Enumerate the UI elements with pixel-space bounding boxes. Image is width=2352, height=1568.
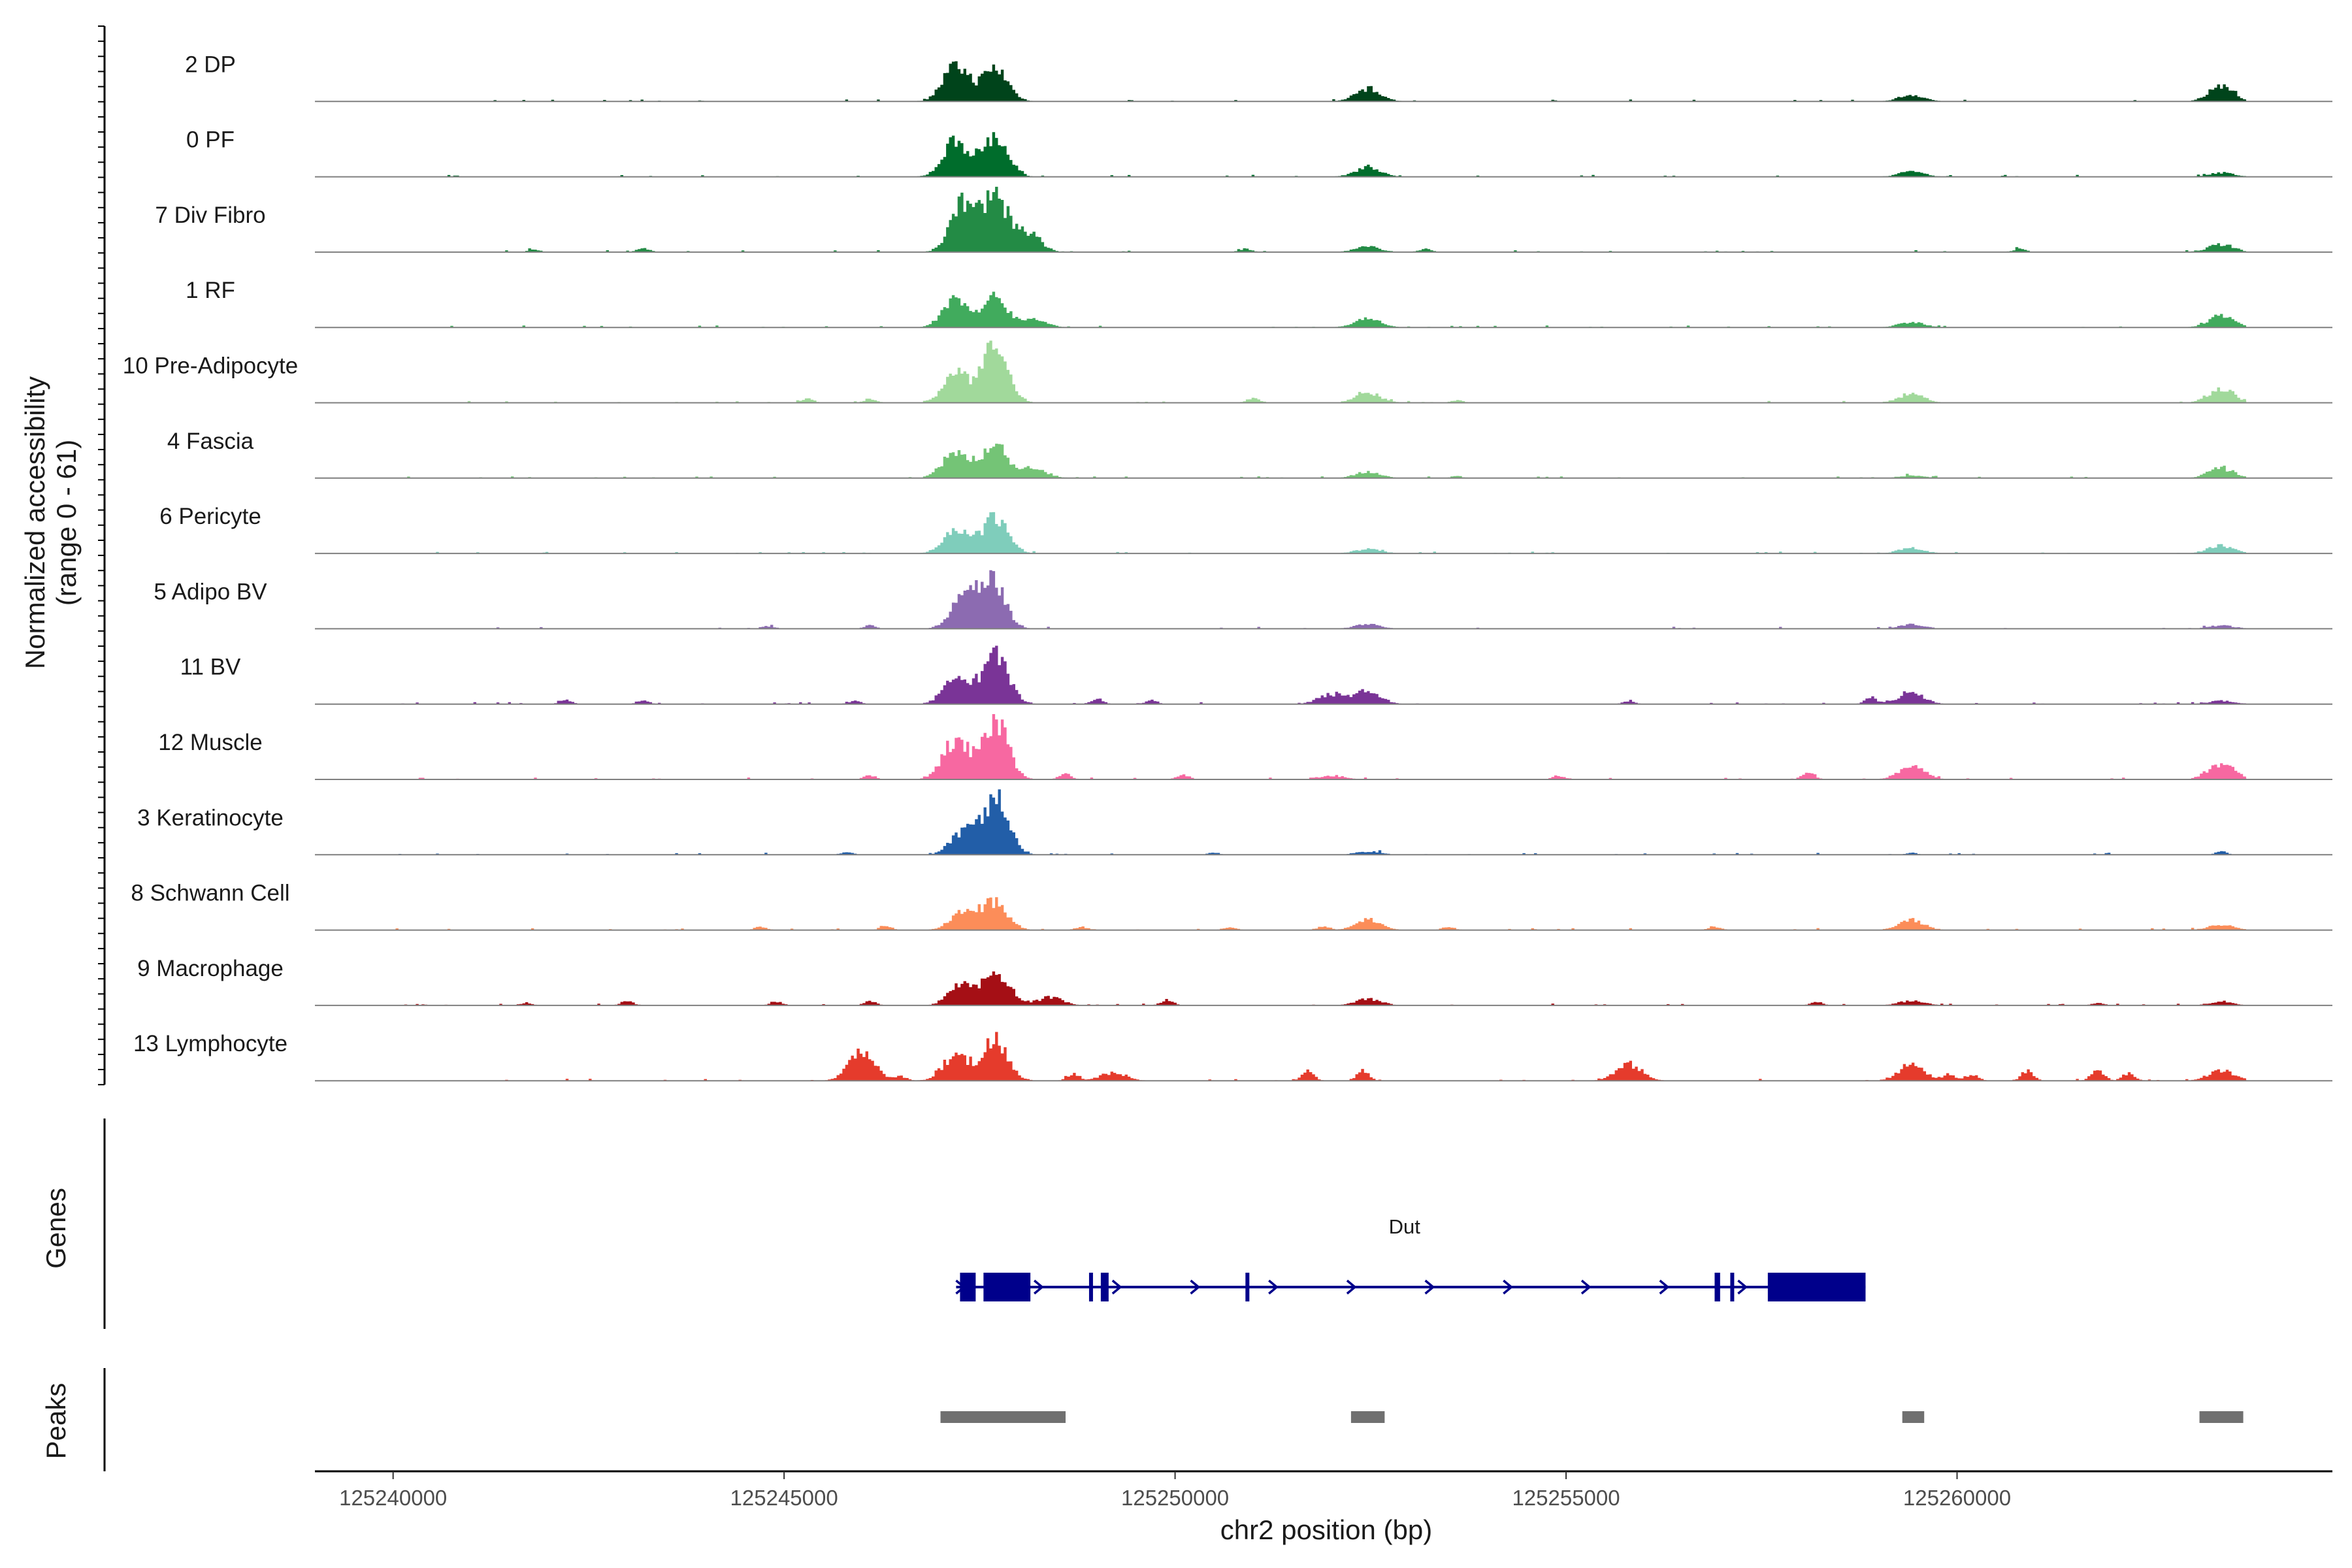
- strand-arrow: [1111, 1279, 1122, 1295]
- exon-block: [1100, 1273, 1109, 1301]
- strand-arrow: [1659, 1279, 1670, 1295]
- coverage-area: [393, 897, 2247, 930]
- track-label: 12 Muscle: [158, 730, 263, 755]
- strand-arrow: [1034, 1279, 1044, 1295]
- strand-arrow: [1737, 1279, 1748, 1295]
- track-label: 6 Pericyte: [159, 504, 261, 529]
- coverage-track: 12 Muscle: [158, 714, 2332, 780]
- track-label: 2 DP: [185, 52, 236, 77]
- coverage-area: [393, 132, 2247, 177]
- gene-name-label: Dut: [1389, 1215, 1421, 1238]
- coverage-track: 6 Pericyte: [159, 504, 2332, 555]
- x-tick-label: 125255000: [1512, 1486, 1620, 1510]
- x-tick-label: 125240000: [339, 1486, 447, 1510]
- track-label: 3 Keratinocyte: [137, 805, 284, 830]
- track-label: 1 RF: [186, 278, 235, 303]
- gene-track: Dut: [103, 1119, 1866, 1329]
- peaks-track-label: Peaks: [41, 1383, 71, 1460]
- coverage-area: [393, 186, 2247, 252]
- peak-region: [2199, 1411, 2244, 1423]
- strand-arrow: [1190, 1279, 1201, 1295]
- coverage-track: 0 PF: [186, 127, 2332, 178]
- exon-block: [1088, 1273, 1093, 1301]
- coverage-area: [393, 340, 2247, 403]
- coverage-y-axis-title: Normalized accessibility (range 0 - 61): [20, 376, 82, 669]
- coverage-track: 5 Adipo BV: [154, 570, 2332, 630]
- coverage-track: 1 RF: [186, 278, 2332, 329]
- peak-region: [940, 1411, 1066, 1423]
- coverage-area: [393, 444, 2247, 478]
- strand-arrow: [1268, 1279, 1279, 1295]
- coverage-area: [393, 291, 2247, 328]
- x-tick-label: 125260000: [1903, 1486, 2011, 1510]
- exon-block: [1245, 1273, 1250, 1301]
- coverage-area: [393, 714, 2247, 779]
- genes-track-title: Genes: [41, 1188, 71, 1269]
- coverage-area: [393, 971, 2247, 1005]
- strand-arrow: [1580, 1279, 1592, 1295]
- coverage-track: 13 Lymphocyte: [133, 1031, 2332, 1082]
- coverage-track: 4 Fascia: [167, 429, 2332, 479]
- coverage-area: [393, 570, 2247, 629]
- coverage-track: 11 BV: [180, 645, 2332, 705]
- peak-region: [1350, 1411, 1385, 1423]
- track-label: 4 Fascia: [167, 429, 254, 454]
- coverage-area: [393, 512, 2247, 554]
- coverage-area: [393, 789, 2247, 855]
- coverage-area: [393, 61, 2247, 102]
- coverage-y-axis: [98, 25, 106, 1086]
- coverage-track: 3 Keratinocyte: [137, 789, 2332, 856]
- peak-track: [103, 1368, 2244, 1471]
- coverage-area: [393, 645, 2247, 704]
- x-tick-label: 125250000: [1121, 1486, 1229, 1510]
- track-label: 8 Schwann Cell: [131, 881, 289, 906]
- x-axis-title: chr2 position (bp): [1220, 1514, 1433, 1545]
- coverage-tracks: 2 DP 0 PF 7 Div Fibro 1 RF 10 Pre-Adipocyte 4…: [123, 52, 2332, 1082]
- exon-block: [983, 1273, 1031, 1301]
- exon-block: [1730, 1273, 1735, 1301]
- coverage-track: 9 Macrophage: [137, 956, 2332, 1006]
- x-tick-label: 125245000: [730, 1486, 838, 1510]
- y-axis-title-line2: (range 0 - 61): [51, 440, 82, 606]
- exon-block: [1714, 1273, 1720, 1301]
- exon-block: [960, 1273, 976, 1301]
- genes-track-label: Genes: [41, 1188, 71, 1269]
- strand-arrow: [1424, 1279, 1435, 1295]
- track-label: 7 Div Fibro: [155, 203, 265, 228]
- track-label: 9 Macrophage: [137, 956, 284, 981]
- coverage-track: 8 Schwann Cell: [131, 881, 2332, 931]
- track-label: 13 Lymphocyte: [133, 1031, 287, 1056]
- x-axis: 125240000 125245000 125250000 125255000 1252…: [315, 1470, 2332, 1510]
- track-label: 11 BV: [180, 655, 241, 680]
- peak-region: [1902, 1411, 1925, 1423]
- strand-arrow: [1503, 1279, 1514, 1295]
- strand-arrow: [1346, 1279, 1357, 1295]
- exon-block: [1767, 1273, 1866, 1301]
- peaks-track-title: Peaks: [41, 1383, 71, 1460]
- coverage-area: [393, 1032, 2247, 1081]
- track-label: 5 Adipo BV: [154, 579, 267, 604]
- coverage-track: 7 Div Fibro: [155, 186, 2332, 253]
- track-label: 10 Pre-Adipocyte: [123, 353, 298, 379]
- track-label: 0 PF: [186, 127, 235, 153]
- y-axis-title-line1: Normalized accessibility: [20, 376, 50, 669]
- coverage-track: 10 Pre-Adipocyte: [123, 340, 2332, 404]
- coverage-track: 2 DP: [185, 52, 2332, 103]
